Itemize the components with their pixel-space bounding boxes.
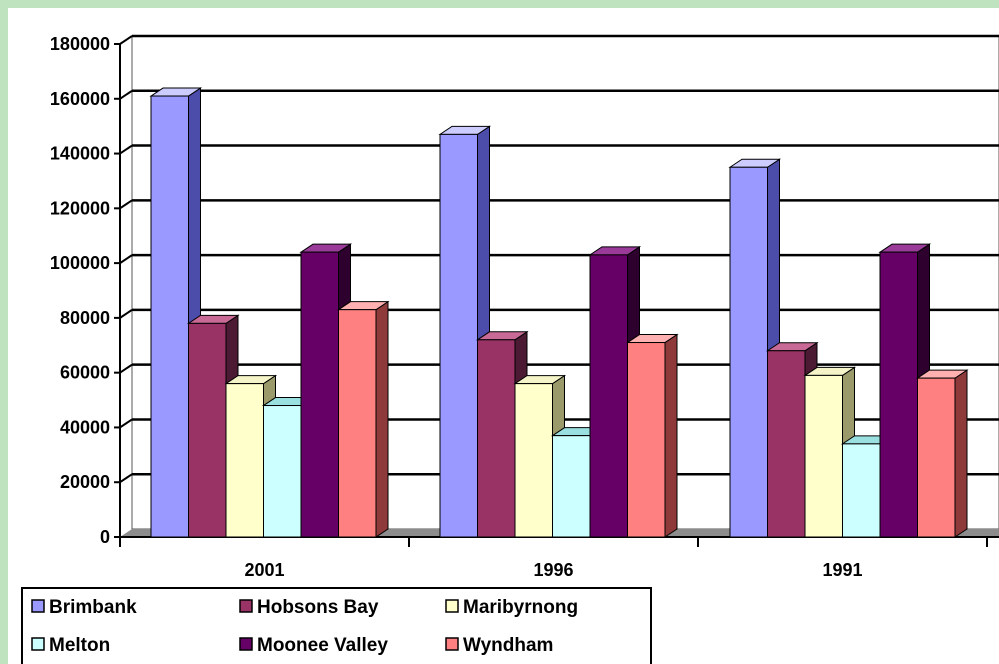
x-tick-label: 2001 [244,560,284,580]
legend-label-brimbank: Brimbank [49,597,137,618]
bar-front [589,254,628,538]
gridline-diag [119,89,133,100]
bar-hobsons-bay-2001 [186,314,240,538]
bar-front [514,383,553,538]
legend-label-melton: Melton [49,635,110,656]
y-tick-label: 140000 [50,144,110,164]
bar-wyndham-1996 [625,333,679,538]
legend-swatch-melton [31,637,45,651]
bar-side [375,300,389,538]
x-tick-label: 1996 [533,560,573,580]
gridline-diag [119,473,133,484]
y-tick-label: 180000 [50,34,110,54]
y-tick-label: 80000 [60,308,110,328]
gridline-diag [119,309,133,319]
y-tick-label: 60000 [60,363,110,383]
bar-front [804,374,843,538]
bar-front [842,443,881,538]
gridline-diag [119,35,133,45]
bar-front [729,166,768,538]
y-tick-label: 20000 [60,472,110,492]
legend-swatch-brimbank [31,599,45,613]
y-tick-label: 0 [100,527,110,547]
gridline-diag [119,254,133,264]
legend-label-hobsons-bay: Hobsons Bay [257,597,379,618]
legend: Brimbank Hobsons Bay Maribyrnong Melton Moon… [21,587,652,664]
bar-front [338,309,377,538]
legend-swatch-wyndham [445,637,459,651]
x-tick-label: 1991 [822,560,862,580]
bar-brimbank-2001 [149,87,203,538]
bar-front [627,342,666,538]
bar-front [477,339,516,538]
legend-swatch-moonee-valley [239,637,253,651]
chart-panel: 0 20000 40000 60000 80000 100000 120000 140000 1… [8,8,999,664]
bar-side [954,369,968,538]
bar-front [188,322,227,538]
bar-front [225,383,264,538]
legend-label-maribyrnong: Maribyrnong [463,597,578,618]
y-tick-label: 120000 [50,198,110,218]
legend-label-wyndham: Wyndham [463,635,553,656]
bar-front [879,251,918,538]
gridline-diag [119,418,133,429]
bar-front [552,435,591,538]
bar-front [263,405,302,538]
y-tick-label: 160000 [50,89,110,109]
bar-front [439,133,478,538]
legend-box [21,587,652,664]
y-tick-label: 40000 [60,417,110,437]
y-tick-label: 100000 [50,253,110,273]
bar-front [150,95,189,538]
bar-wyndham-2001 [336,300,390,538]
bar-front [300,251,339,538]
legend-label-moonee-valley: Moonee Valley [257,635,388,656]
gridline-diag [119,363,133,374]
bar-wyndham-1991 [915,369,969,538]
bar-front [917,377,956,538]
legend-swatch-hobsons-bay [239,599,253,613]
bar-side [664,333,678,538]
legend-swatch-maribyrnong [445,599,459,613]
gridline-diag [119,144,133,155]
bar-chart: 0 20000 40000 60000 80000 100000 120000 140000 1… [21,34,999,664]
bar-front [767,350,806,538]
gridline-diag [119,199,133,210]
